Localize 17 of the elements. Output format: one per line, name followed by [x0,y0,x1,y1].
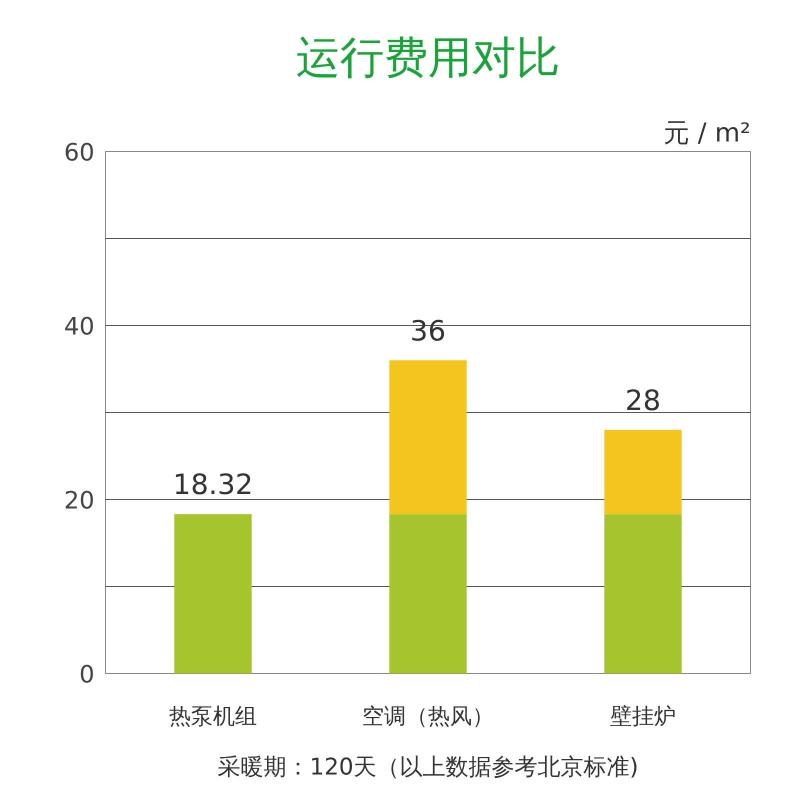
text: 采暖期：120天（以上数据参考北京标准) [218,754,638,780]
total-label: 28 [625,384,661,417]
y-tick-label: 40 [64,312,95,340]
y-tick-label: 20 [64,486,95,514]
x-tick-label: 空调（热风） [362,704,494,730]
y-tick-label: 0 [79,660,95,688]
bar [174,514,252,674]
x-tick-label: 壁挂炉 [610,704,676,730]
bar [389,360,467,514]
x-tick-label: 热泵机组 [169,704,257,730]
chart-title: 运行费用对比 [296,32,560,84]
bar [604,430,682,514]
y-tick-label: 60 [64,138,95,166]
bar [604,514,682,674]
y-axis-title: 元 / m² [663,118,751,148]
total-label: 18.32 [172,468,254,502]
bar [389,514,467,674]
